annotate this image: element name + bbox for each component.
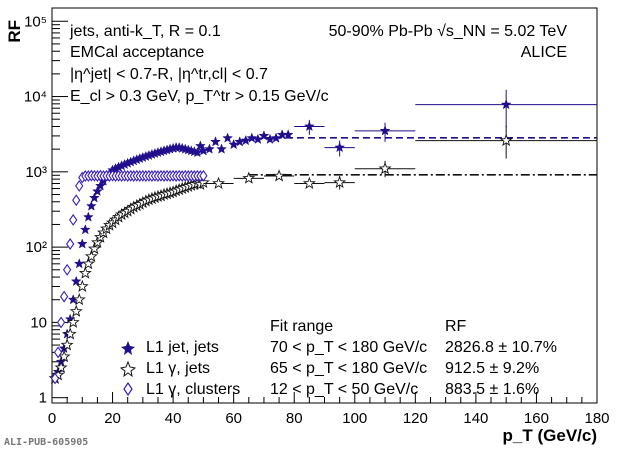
x-tick-label: 180 xyxy=(584,410,609,427)
point-gamma-cluster xyxy=(72,194,81,207)
point-jet xyxy=(76,238,88,249)
x-tick-label: 20 xyxy=(104,410,121,427)
annotation-ecl: E_cl > 0.3 GeV, p_T^tr > 0.15 GeV/c xyxy=(70,88,329,105)
legend-label-jet: L1 jet, jets xyxy=(146,339,219,356)
point-gamma-jet xyxy=(242,171,256,184)
data-points xyxy=(48,89,597,385)
legend-header-rf: RF xyxy=(445,318,467,335)
point-gamma-cluster xyxy=(56,316,66,329)
point-jet xyxy=(194,140,206,151)
y-tick-label: 10⁴ xyxy=(24,89,47,106)
point-gamma-jet xyxy=(84,249,98,263)
point-gamma-jet xyxy=(499,133,513,147)
legend-rf-gamma-cluster: 883.5 ± 1.6% xyxy=(445,381,539,398)
x-tick-label: 0 xyxy=(48,410,56,427)
x-tick-label: 60 xyxy=(225,410,242,427)
legend-fit-gamma-cluster: 12 < p_T < 50 GeV/c xyxy=(270,381,418,398)
y-tick-label: 10³ xyxy=(25,164,47,181)
y-tick-label: 1 xyxy=(39,390,47,407)
point-jet xyxy=(222,132,234,143)
point-gamma-jet xyxy=(54,360,68,374)
point-jet xyxy=(379,125,391,136)
axis-ticks: 0 20 40 60 80 100 120 140 160 180 1 10 10² 10³ 10⁴ 10⁵ xyxy=(24,13,610,427)
x-tick-label: 40 xyxy=(165,410,182,427)
point-gamma-jet xyxy=(333,175,347,189)
x-tick-label: 160 xyxy=(524,410,549,427)
x-tick-label: 80 xyxy=(286,410,303,427)
point-gamma-jet xyxy=(63,327,77,340)
annotation-eta: |η^jet| < 0.7-R, |η^tr,cl| < 0.7 xyxy=(70,66,268,83)
legend: Fit range RF L1 jet, jets 70 < p_T < 180… xyxy=(119,318,557,398)
point-jet xyxy=(85,200,97,211)
point-gamma-jet xyxy=(378,161,392,175)
point-jet xyxy=(228,138,240,150)
point-gamma-jet xyxy=(81,257,95,270)
legend-rf-gamma-jet: 912.5 ± 9.2% xyxy=(445,360,539,377)
annotation-emcal: EMCal acceptance xyxy=(70,44,204,61)
point-gamma-cluster xyxy=(53,346,63,359)
point-jet xyxy=(258,130,270,141)
point-jet xyxy=(82,211,94,222)
legend-label-gamma-jet: L1 γ, jets xyxy=(146,360,210,377)
point-gamma-cluster xyxy=(69,213,78,226)
legend-marker-jet xyxy=(121,341,135,355)
point-gamma-jet xyxy=(212,176,225,189)
point-jet xyxy=(88,192,100,203)
point-jet xyxy=(204,143,215,154)
point-gamma-jet xyxy=(66,315,80,328)
point-gamma-cluster xyxy=(75,179,84,192)
point-gamma-cluster xyxy=(65,238,75,250)
point-jet xyxy=(79,224,91,235)
x-tick-label: 120 xyxy=(403,410,428,427)
point-gamma-jet xyxy=(69,304,83,317)
publication-id: ALI-PUB-605905 xyxy=(4,437,89,448)
point-jet xyxy=(240,134,252,146)
x-tick-label: 100 xyxy=(342,410,367,427)
point-jet xyxy=(303,120,315,132)
y-tick-label: 10² xyxy=(25,239,47,256)
point-jet xyxy=(334,141,346,153)
point-gamma-jet xyxy=(272,169,286,182)
point-gamma-cluster xyxy=(62,263,72,276)
x-axis-label: p_T (GeV/c) xyxy=(503,426,597,445)
point-jet xyxy=(246,132,258,143)
point-jet xyxy=(210,136,221,147)
point-gamma-jet xyxy=(302,176,316,189)
y-tick-label: 10 xyxy=(30,314,47,331)
point-jet xyxy=(500,98,512,110)
point-gamma-cluster xyxy=(50,372,60,385)
legend-fit-jet: 70 < p_T < 180 GeV/c xyxy=(270,339,427,356)
point-gamma-jet xyxy=(60,338,74,351)
y-tick-label: 10⁵ xyxy=(24,13,47,30)
point-jet xyxy=(216,143,227,154)
point-gamma-jet xyxy=(196,175,210,189)
point-jet xyxy=(282,129,294,140)
legend-rf-jet: 2826.8 ± 10.7% xyxy=(445,339,557,356)
point-gamma-cluster xyxy=(199,169,208,182)
point-gamma-jet xyxy=(78,266,92,279)
annotation-system: 50-90% Pb-Pb √s_NN = 5.02 TeV xyxy=(329,23,568,40)
annotation-alice: ALICE xyxy=(521,44,567,61)
point-gamma-jet xyxy=(87,242,101,255)
legend-marker-gamma-jet xyxy=(119,360,137,378)
legend-marker-gamma-cluster xyxy=(123,381,133,397)
legend-fit-gamma-jet: 65 < p_T < 180 GeV/c xyxy=(270,360,427,377)
point-jet xyxy=(70,275,82,287)
fit-lines xyxy=(88,137,597,177)
y-axis-label: RF xyxy=(5,20,24,43)
point-gamma-jet xyxy=(72,292,86,306)
point-jet xyxy=(91,185,103,196)
point-jet xyxy=(73,258,85,269)
x-tick-label: 140 xyxy=(463,410,488,427)
annotation-jets: jets, anti-k_T, R = 0.1 xyxy=(69,23,221,40)
point-gamma-jet xyxy=(75,279,89,292)
point-gamma-cluster xyxy=(59,290,69,303)
legend-label-gamma-cluster: L1 γ, clusters xyxy=(146,381,240,398)
legend-header-fit: Fit range xyxy=(270,318,333,335)
